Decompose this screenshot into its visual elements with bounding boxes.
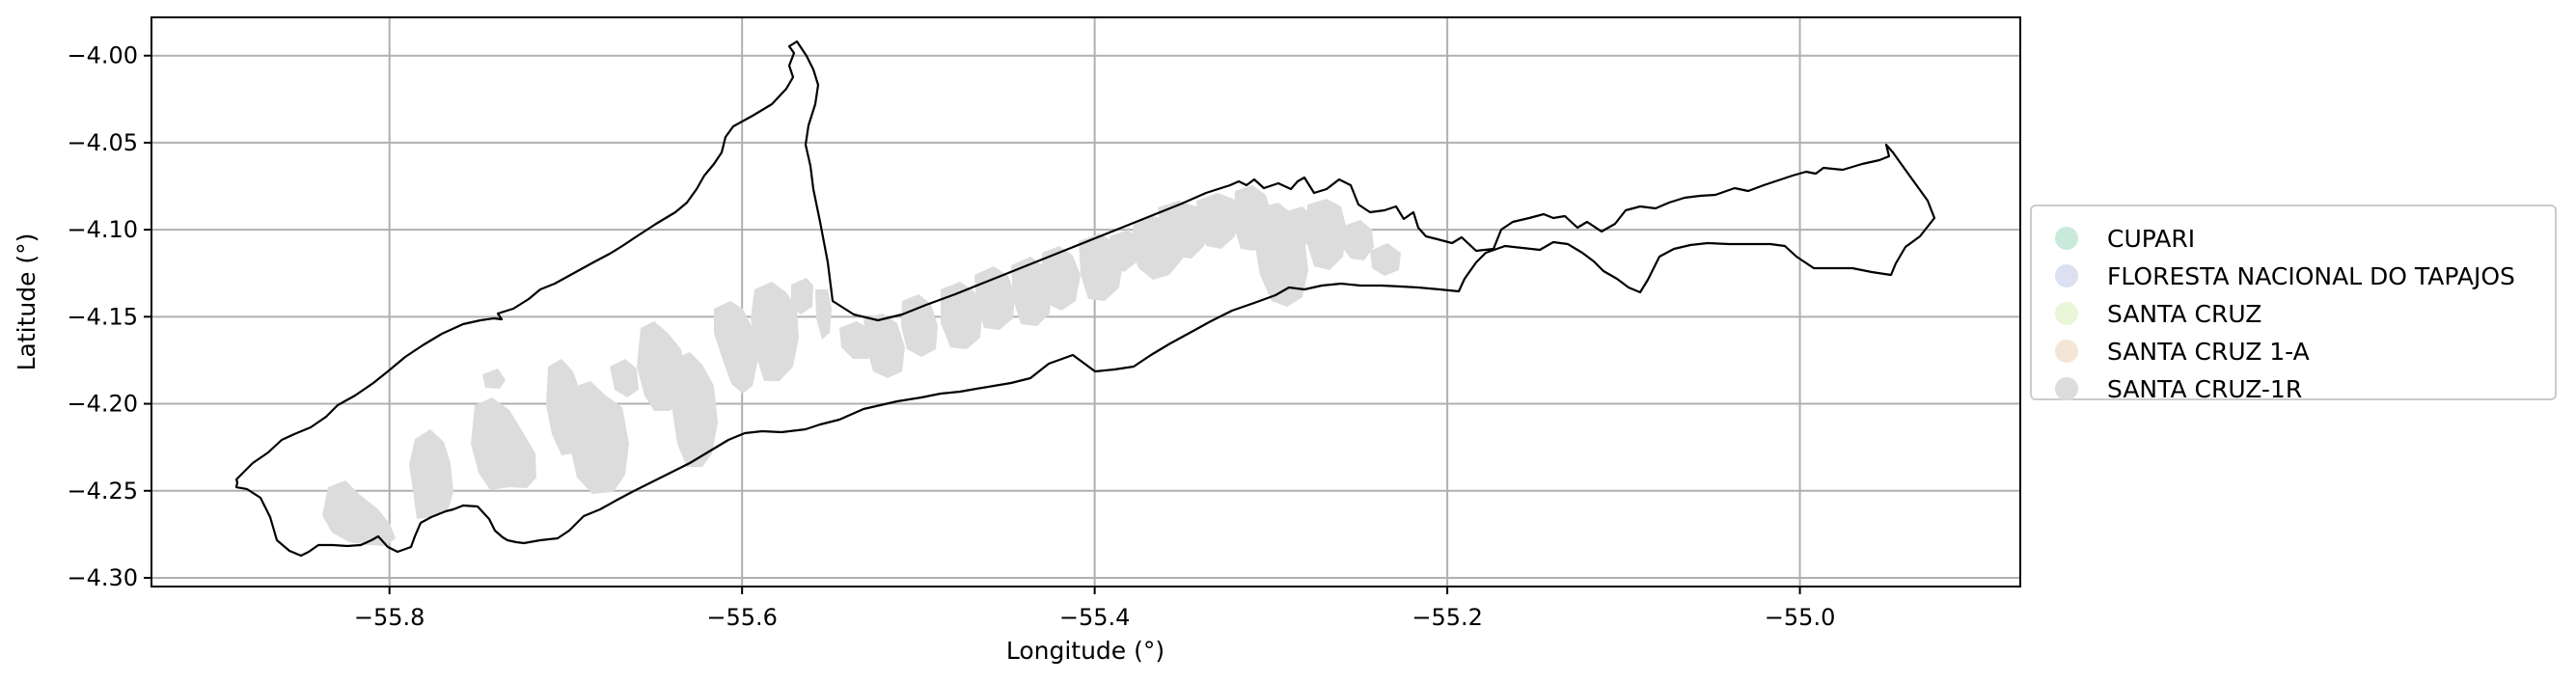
santa-cruz-1r-area: [1341, 220, 1374, 260]
grid-lines: [151, 17, 2020, 587]
y-tick-label: −4.20: [67, 391, 138, 418]
legend-marker: [2055, 340, 2078, 363]
x-tick-label: −55.6: [706, 604, 778, 631]
santa-cruz-1r-area: [322, 480, 396, 546]
santa-cruz-1r-area: [409, 429, 453, 519]
santa-cruz-1r-area: [1011, 257, 1052, 326]
legend-item-santa-cruz: SANTA CRUZ: [2032, 295, 2261, 332]
y-tick-label: −4.25: [67, 478, 138, 505]
santa-cruz-1r-area: [751, 282, 799, 381]
legend-label: CUPARI: [2107, 224, 2196, 253]
y-tick-label: −4.30: [67, 564, 138, 591]
y-tick-label: −4.00: [67, 42, 138, 69]
x-axis-label: Longitude (°): [1006, 637, 1165, 665]
santa-cruz-1r-area: [1370, 243, 1401, 276]
legend-label: FLORESTA NACIONAL DO TAPAJOS: [2107, 261, 2515, 290]
x-tick-label: −55.0: [1765, 604, 1836, 631]
y-tick-label: −4.10: [67, 216, 138, 243]
santa-cruz-1r-area: [1042, 246, 1081, 311]
plot-frame: [151, 16, 2021, 587]
santa-cruz-1r-area: [569, 381, 629, 494]
santa-cruz-1r-area: [941, 282, 982, 349]
santa-cruz-1r-area: [1306, 199, 1347, 270]
legend-label: SANTA CRUZ: [2107, 299, 2262, 328]
legend-marker: [2055, 377, 2078, 400]
santa-cruz-1r-area: [1158, 201, 1208, 259]
santa-cruz-1r-area: [863, 314, 905, 378]
santa-cruz-1r-area: [791, 278, 813, 314]
legend-label: SANTA CRUZ 1-A: [2107, 337, 2310, 366]
santa-cruz-1r-area: [1283, 206, 1314, 249]
legend-marker: [2055, 227, 2078, 250]
santa-cruz-1r-area: [610, 359, 639, 397]
legend-marker: [2055, 264, 2078, 287]
santa-cruz-1r-area: [482, 369, 506, 389]
y-axis-label: Latitude (°): [13, 233, 41, 371]
legend: CUPARI FLORESTA NACIONAL DO TAPAJOS SANT…: [2030, 205, 2557, 403]
santa-cruz-1r-area: [714, 301, 758, 394]
reserve-boundary: [234, 40, 1936, 558]
santa-cruz-1r-area: [901, 294, 938, 357]
legend-item-santa-cruz-1r: SANTA CRUZ-1R: [2032, 370, 2302, 407]
legend-item-cupari: CUPARI: [2032, 220, 2195, 257]
santa-cruz-1r-area: [815, 289, 832, 340]
axis-ticks: −55.8 −55.6 −55.4 −55.2 −55.0 −4.00 −4.05 −4.10…: [67, 42, 1835, 631]
x-tick-label: −55.4: [1059, 604, 1131, 631]
x-tick-label: −55.8: [354, 604, 425, 631]
x-tick-label: −55.2: [1411, 604, 1483, 631]
y-tick-label: −4.05: [67, 129, 138, 156]
santa-cruz-1r-areas: [322, 185, 1401, 546]
legend-item-santa-cruz-1-a: SANTA CRUZ 1-A: [2032, 333, 2310, 369]
santa-cruz-1r-area: [471, 397, 536, 490]
santa-cruz-1r-area: [1110, 230, 1138, 272]
y-tick-label: −4.15: [67, 303, 138, 330]
legend-marker: [2055, 302, 2078, 325]
legend-item-floresta-nacional-do-tapajos: FLORESTA NACIONAL DO TAPAJOS: [2032, 258, 2515, 294]
santa-cruz-1r-area: [671, 352, 718, 467]
santa-cruz-1r-area: [1196, 193, 1240, 249]
legend-label: SANTA CRUZ-1R: [2107, 374, 2303, 403]
